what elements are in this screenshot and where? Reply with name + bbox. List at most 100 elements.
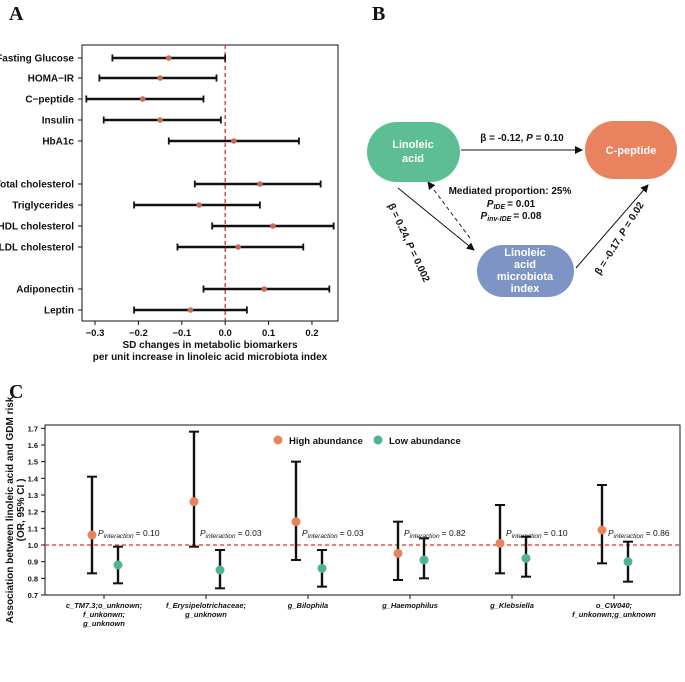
panel-letter-c: C — [9, 381, 23, 403]
p-interaction-p: P — [98, 528, 104, 538]
arrow-linoleic-to-index — [397, 187, 475, 251]
forest-row-label: Triglycerides — [12, 201, 74, 212]
forest-row-label: HDL cholesterol — [0, 222, 74, 233]
p-interaction-p: P — [200, 528, 206, 538]
p-interaction-subscript: interaction — [308, 533, 338, 540]
arrow-index-to-linoleic-dashed — [427, 181, 471, 239]
forest-xtick-label: −0.1 — [172, 328, 191, 339]
p-interaction-value: = 0.10 — [544, 528, 568, 538]
node-linoleic-line1: Linoleic — [392, 139, 434, 151]
category-label: g_Bilophila — [287, 601, 328, 610]
node-linoleic-line2: acid — [402, 153, 424, 165]
panel-letter-a: A — [9, 3, 24, 25]
p-interaction-subscript: interaction — [104, 533, 134, 540]
edge-right-pvalue: = 0.02 — [622, 200, 646, 230]
node-microbiota-index — [477, 245, 574, 297]
node-index-line1: Linoleic — [504, 247, 546, 259]
category-label: g_Klebsiella — [489, 601, 534, 610]
errorbar-ytick-label: 1.6 — [28, 441, 38, 450]
edge-top-beta: β = -0.12, — [480, 133, 523, 144]
forest-row-label: HbA1c — [42, 137, 74, 148]
p-interaction-value: = 0.03 — [238, 528, 262, 538]
panel-letter-b: B — [372, 3, 385, 25]
errorbar-ytick-label: 1.1 — [28, 524, 38, 533]
forest-row-label: Adiponectin — [16, 285, 74, 296]
p-interaction-subscript: interaction — [512, 533, 542, 540]
p-interaction-label: Pinteraction = 0.82 — [404, 528, 466, 540]
errorbar-ylabel-line2: (OR, 95% CI ) — [16, 479, 27, 542]
errorbar-ytick-label: 1.0 — [28, 541, 38, 550]
errorbar-ylabel-line1: Association between linoleic acid and GD… — [5, 396, 16, 623]
legend-low-label: Low abundance — [389, 436, 461, 447]
edge-right-p: P — [617, 226, 630, 238]
edge-top-pvalue: = 0.10 — [536, 133, 565, 144]
low-abundance-point — [215, 565, 225, 575]
p-interaction-label: Pinteraction = 0.10 — [98, 528, 160, 540]
category-label: f_Erysipelotrichaceae; — [166, 601, 247, 610]
errorbar-ytick-label: 0.9 — [28, 558, 38, 567]
node-index-line3: microbiota — [497, 271, 554, 283]
low-abundance-point — [521, 553, 531, 563]
forest-point-estimate — [235, 244, 242, 250]
high-abundance-point — [393, 548, 403, 558]
mediation-p-ide: PIDE = 0.01 — [487, 199, 536, 211]
forest-xlabel-line2: per unit increase in linoleic acid micro… — [93, 352, 328, 363]
category-label: o_CW040; — [596, 601, 633, 610]
mediation-proportion: Mediated proportion: 25% — [449, 186, 572, 197]
edge-left-label: β = 0.24, P = 0.002 — [385, 202, 431, 285]
p-interaction-label: Pinteraction = 0.03 — [200, 528, 262, 540]
forest-point-estimate — [257, 181, 263, 187]
forest-point-estimate — [196, 202, 202, 208]
p-interaction-value: = 0.03 — [340, 528, 364, 538]
p-interaction-value: = 0.86 — [646, 528, 670, 538]
mediation-p-invide: Pinv-IDE = 0.08 — [481, 211, 542, 223]
errorbar-ytick-label: 1.5 — [28, 458, 38, 467]
forest-point-estimate — [261, 286, 268, 292]
high-abundance-point — [87, 530, 97, 540]
node-index-line2: acid — [514, 259, 536, 271]
forest-row-label: C−peptide — [25, 95, 74, 106]
forest-point-estimate — [270, 223, 276, 229]
mediation-p-invide-value: = 0.08 — [513, 211, 542, 222]
forest-point-estimate — [187, 307, 194, 313]
forest-point-estimate — [157, 75, 163, 81]
mediation-p-invide-sub: inv-IDE — [487, 216, 511, 223]
p-interaction-value: = 0.82 — [442, 528, 466, 538]
node-c-peptide — [585, 121, 677, 179]
edge-top-label: β = -0.12, P = 0.10 — [480, 133, 564, 144]
p-interaction-p: P — [302, 528, 308, 538]
errorbar-ytick-label: 0.7 — [28, 591, 38, 600]
high-abundance-point — [495, 538, 505, 548]
p-interaction-p: P — [404, 528, 410, 538]
node-index-line4: index — [511, 283, 541, 295]
category-label: f_unkonwn;g_unknown — [572, 610, 656, 619]
p-interaction-subscript: interaction — [614, 533, 644, 540]
node-linoleic-acid — [367, 122, 460, 182]
low-abundance-point — [623, 557, 633, 567]
p-interaction-label: Pinteraction = 0.10 — [506, 528, 568, 540]
high-abundance-point — [291, 517, 301, 527]
forest-plot: −0.3 −0.2 −0.1 0.0 0.1 0.2 Fasting Glucose HOMA… — [0, 44, 339, 363]
errorbar-ytick-label: 1.2 — [28, 508, 38, 517]
p-interaction-subscript: interaction — [206, 533, 236, 540]
forest-row-label: Total cholesterol — [0, 180, 74, 191]
category-label: f_unkonwn; — [83, 610, 126, 619]
forest-xtick-label: −0.3 — [86, 328, 105, 339]
errorbar-plot-frame — [44, 424, 681, 596]
forest-plot-frame — [81, 44, 339, 322]
legend-high-label: High abundance — [289, 436, 363, 447]
forest-xlabel-line1: SD changes in metabolic biomarkers — [122, 340, 297, 351]
legend-low-marker — [373, 435, 383, 445]
forest-row-label: LDL cholesterol — [0, 243, 74, 254]
category-label: g_Haemophilus — [381, 601, 438, 610]
forest-xtick-label: 0.2 — [305, 328, 318, 339]
low-abundance-point — [317, 563, 327, 573]
forest-xtick-label: −0.2 — [129, 328, 148, 339]
mediation-p-ide-sub: IDE — [493, 204, 505, 211]
forest-point-estimate — [157, 117, 163, 123]
forest-xtick-label: 0.1 — [262, 328, 276, 339]
category-label: g_unknown — [82, 619, 125, 628]
edge-left-p: P — [403, 240, 416, 251]
p-interaction-subscript: interaction — [410, 533, 440, 540]
p-interaction-value: = 0.10 — [136, 528, 160, 538]
